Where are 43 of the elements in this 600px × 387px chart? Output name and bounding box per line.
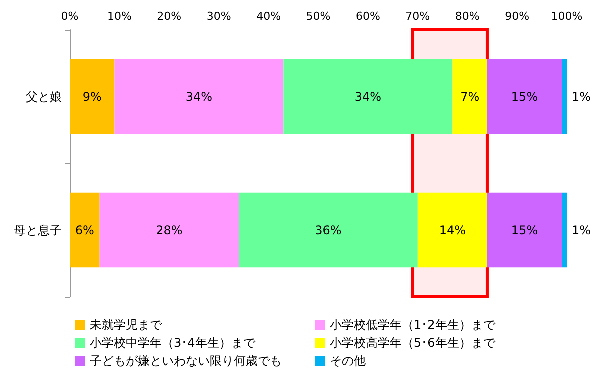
data-label: 28% xyxy=(156,223,183,238)
bar xyxy=(70,59,115,134)
x-tick-label: 90% xyxy=(505,10,530,23)
bar xyxy=(238,192,418,268)
bar xyxy=(562,192,567,268)
y-tick-label: 父と娘 xyxy=(26,90,62,104)
legend-label: 小学校中学年（3･4年生）まで xyxy=(90,336,256,350)
legend-label: 未就学児まで xyxy=(90,318,163,332)
x-tick-label: 60% xyxy=(356,10,380,23)
data-label: 34% xyxy=(186,90,213,104)
bar xyxy=(418,192,488,268)
data-label: 9% xyxy=(82,90,102,104)
legend-label: 小学校高学年（5･6年生）まで xyxy=(330,336,496,350)
bar xyxy=(100,192,239,268)
data-label: 15% xyxy=(511,90,538,104)
data-label: 1% xyxy=(572,90,592,104)
x-tick-label: 40% xyxy=(256,10,282,23)
bar xyxy=(452,59,488,134)
bar xyxy=(562,59,567,134)
y-tick-label: 母と息子 xyxy=(14,223,62,238)
legend-label: 子どもが嫌といわない限り何歳でも xyxy=(90,354,282,368)
data-label: 14% xyxy=(439,223,466,238)
bar xyxy=(70,192,100,268)
data-label: 36% xyxy=(315,223,342,238)
x-tick-label: 20% xyxy=(157,10,182,23)
x-tick-label: 10% xyxy=(107,10,132,23)
x-tick-label: 70% xyxy=(406,10,430,23)
bar xyxy=(487,59,562,134)
x-tick-label: 0% xyxy=(61,10,79,23)
bar xyxy=(487,192,562,268)
x-tick-label: 100% xyxy=(551,10,583,23)
legend-label: その他 xyxy=(330,354,366,368)
data-label: 6% xyxy=(75,223,94,238)
x-tick-label: 50% xyxy=(306,10,331,23)
legend-label: 小学校低学年（1･2年生）まで xyxy=(330,318,496,332)
x-tick-label: 30% xyxy=(206,10,232,23)
x-tick-label: 80% xyxy=(455,10,480,23)
data-label: 1% xyxy=(572,223,592,238)
bar xyxy=(284,59,453,134)
data-label: 34% xyxy=(354,90,382,104)
bar xyxy=(114,59,284,134)
data-label: 7% xyxy=(460,90,480,104)
data-label: 15% xyxy=(511,223,538,238)
